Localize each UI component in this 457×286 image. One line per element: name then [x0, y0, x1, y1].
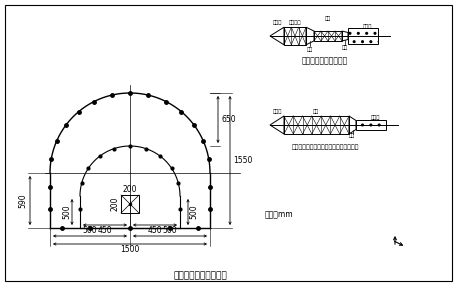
- Text: 500: 500: [83, 226, 97, 235]
- Bar: [356, 120, 386, 130]
- Text: 200: 200: [111, 197, 120, 211]
- Text: 1500: 1500: [120, 245, 140, 254]
- Text: 450: 450: [98, 226, 112, 235]
- Bar: [284, 27, 306, 45]
- Text: 雷管: 雷管: [342, 45, 348, 49]
- Text: 掏槽孔、底板孔、辅助孔装药结构示意图: 掏槽孔、底板孔、辅助孔装药结构示意图: [291, 144, 359, 150]
- Text: 500: 500: [189, 205, 198, 219]
- Text: 间隔药量: 间隔药量: [289, 20, 301, 25]
- Text: 1550: 1550: [233, 156, 252, 165]
- Text: 650: 650: [221, 115, 236, 124]
- Text: 堵塞台: 堵塞台: [371, 114, 380, 120]
- Text: 200: 200: [123, 185, 137, 194]
- Text: 封堵层: 封堵层: [272, 109, 282, 114]
- Text: 雷管: 雷管: [349, 134, 355, 138]
- Text: 450: 450: [148, 226, 162, 235]
- Text: 500: 500: [163, 226, 177, 235]
- Bar: [284, 116, 349, 134]
- Text: 封堵层: 封堵层: [272, 20, 282, 25]
- Text: 雷管: 雷管: [307, 47, 313, 52]
- Text: 堵塞台: 堵塞台: [363, 24, 372, 29]
- Bar: [348, 28, 378, 44]
- Text: 周边孔装药结构示意图: 周边孔装药结构示意图: [302, 57, 348, 66]
- Text: 单位：mm: 单位：mm: [265, 210, 294, 219]
- Bar: [121, 195, 139, 213]
- Text: 炮孔布置、装药结构图: 炮孔布置、装药结构图: [173, 271, 227, 280]
- Text: 炮泥: 炮泥: [313, 109, 319, 114]
- Bar: [314, 31, 342, 41]
- Text: 炮泥: 炮泥: [325, 16, 331, 21]
- Text: 500: 500: [62, 205, 71, 219]
- Text: 590: 590: [18, 193, 27, 208]
